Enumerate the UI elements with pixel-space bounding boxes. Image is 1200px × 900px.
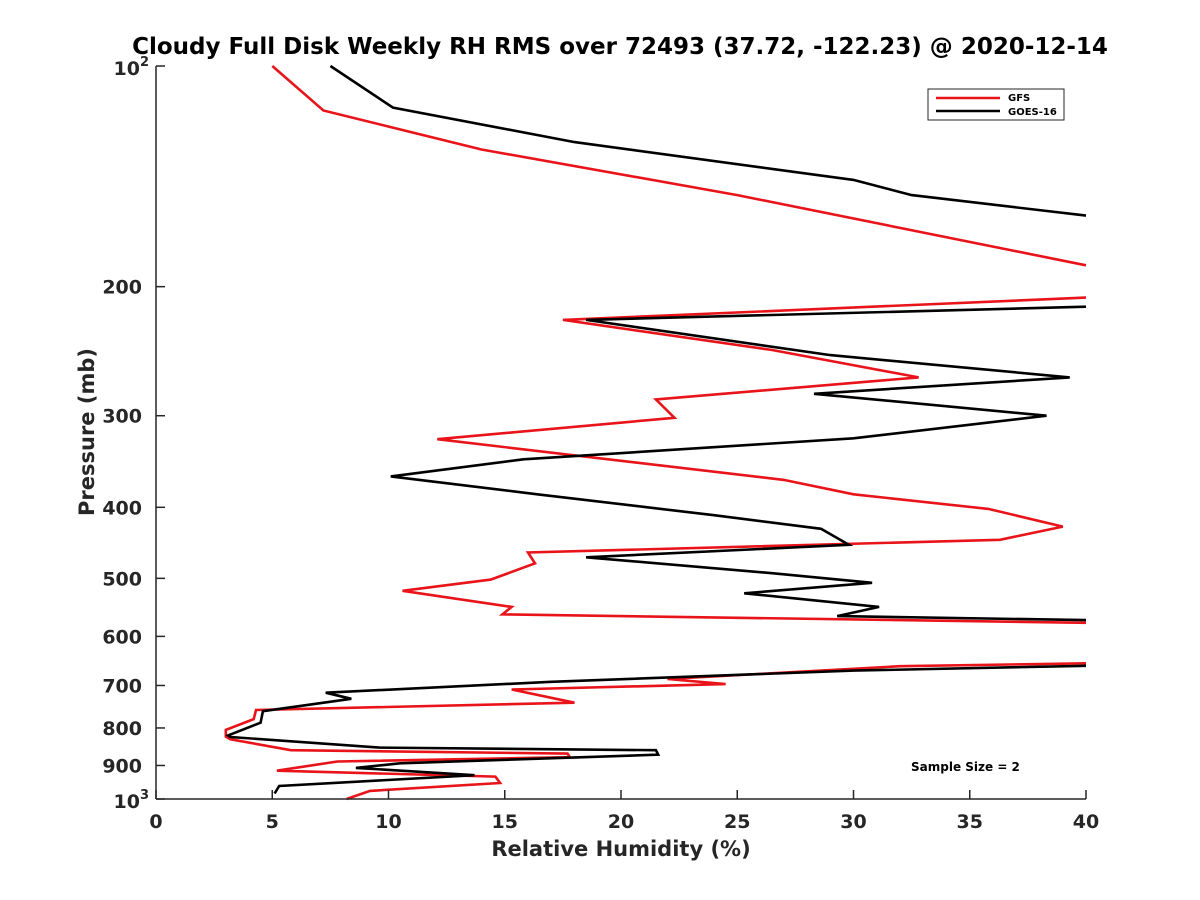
x-tick-label: 20 bbox=[608, 811, 634, 833]
x-tick-label: 40 bbox=[1073, 811, 1099, 833]
y-axis-label: Pressure (mb) bbox=[75, 348, 99, 516]
y-tick-label: 300 bbox=[102, 406, 142, 428]
y-tick-label-base: 10 bbox=[114, 791, 140, 813]
y-tick-label: 800 bbox=[102, 718, 142, 740]
y-tick-label-base: 10 bbox=[114, 58, 140, 80]
series-line-gfs bbox=[224, 65, 1087, 801]
series-line-goes16 bbox=[225, 64, 1087, 795]
legend-label-gfs: GFS bbox=[1008, 93, 1030, 104]
x-tick-label: 30 bbox=[840, 811, 866, 833]
y-tick-label: 103 bbox=[114, 788, 150, 813]
y-tick-label-exponent: 3 bbox=[140, 788, 149, 803]
x-tick-label: 15 bbox=[492, 811, 518, 833]
y-tick-label: 400 bbox=[102, 497, 142, 519]
x-tick-label: 5 bbox=[266, 811, 279, 833]
y-tick-label: 600 bbox=[102, 626, 142, 648]
legend-box bbox=[927, 88, 1065, 121]
x-axis-label: Relative Humidity (%) bbox=[491, 837, 750, 861]
x-ticks: 0 5 10 15 20 25 30 35 40 bbox=[149, 790, 1099, 833]
x-tick-label: 25 bbox=[724, 811, 750, 833]
plot-area: 0 5 10 15 20 25 30 35 40 10220030040050060070080… bbox=[102, 55, 1099, 833]
y-tick-label: 200 bbox=[102, 277, 142, 299]
y-tick-label: 500 bbox=[102, 568, 142, 590]
y-tick-label: 900 bbox=[102, 755, 142, 777]
sample-size-annotation: Sample Size = 2 bbox=[911, 760, 1020, 774]
legend-label-goes16: GOES-16 bbox=[1008, 107, 1057, 118]
y-tick-label-exponent: 2 bbox=[140, 55, 149, 70]
y-tick-label: 102 bbox=[114, 55, 150, 80]
legend: GFS GOES-16 bbox=[927, 88, 1065, 121]
y-tick-label: 700 bbox=[102, 675, 142, 697]
x-tick-label: 35 bbox=[957, 811, 983, 833]
series-layer bbox=[224, 64, 1087, 801]
x-tick-label: 0 bbox=[149, 811, 162, 833]
x-tick-label: 10 bbox=[375, 811, 401, 833]
chart-title: Cloudy Full Disk Weekly RH RMS over 7249… bbox=[132, 34, 1108, 60]
